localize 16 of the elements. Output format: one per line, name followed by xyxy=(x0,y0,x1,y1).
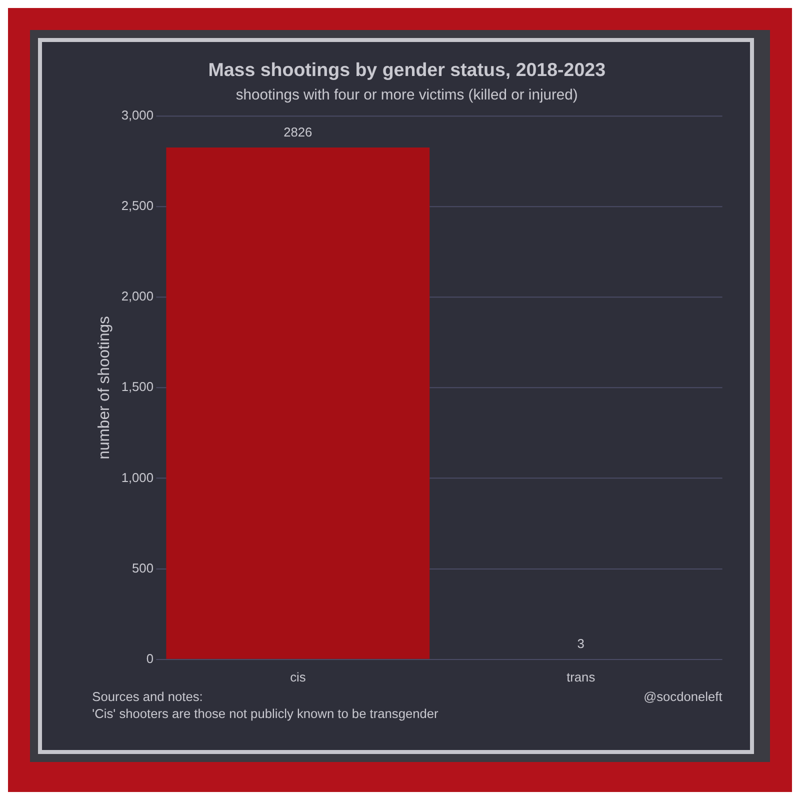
data-label: 3 xyxy=(577,636,584,652)
text: 'Cis' shooters are those not publicly known to be transgender xyxy=(92,706,440,721)
y-tick-label: 1,000 xyxy=(121,470,154,485)
chart-title: Mass shootings by gender status, 2018-2023 xyxy=(208,59,606,80)
y-tick-label: 1,500 xyxy=(121,379,154,394)
y-tick-label: 2,000 xyxy=(121,288,154,304)
text: @socdoneleft xyxy=(644,689,723,704)
y-tick-label: 2,500 xyxy=(121,198,154,214)
source-note: Sources and notes: xyxy=(92,689,203,704)
data-label: 2826 xyxy=(284,124,312,140)
x-tick-label: trans xyxy=(566,670,596,685)
y-tick-label: 3,000 xyxy=(121,108,154,122)
y-tick-label: 0 xyxy=(146,650,154,666)
x-tick-label: cis xyxy=(290,670,306,685)
y-tick-label: 500 xyxy=(132,560,154,576)
y-axis-title: number of shootings xyxy=(96,316,114,460)
